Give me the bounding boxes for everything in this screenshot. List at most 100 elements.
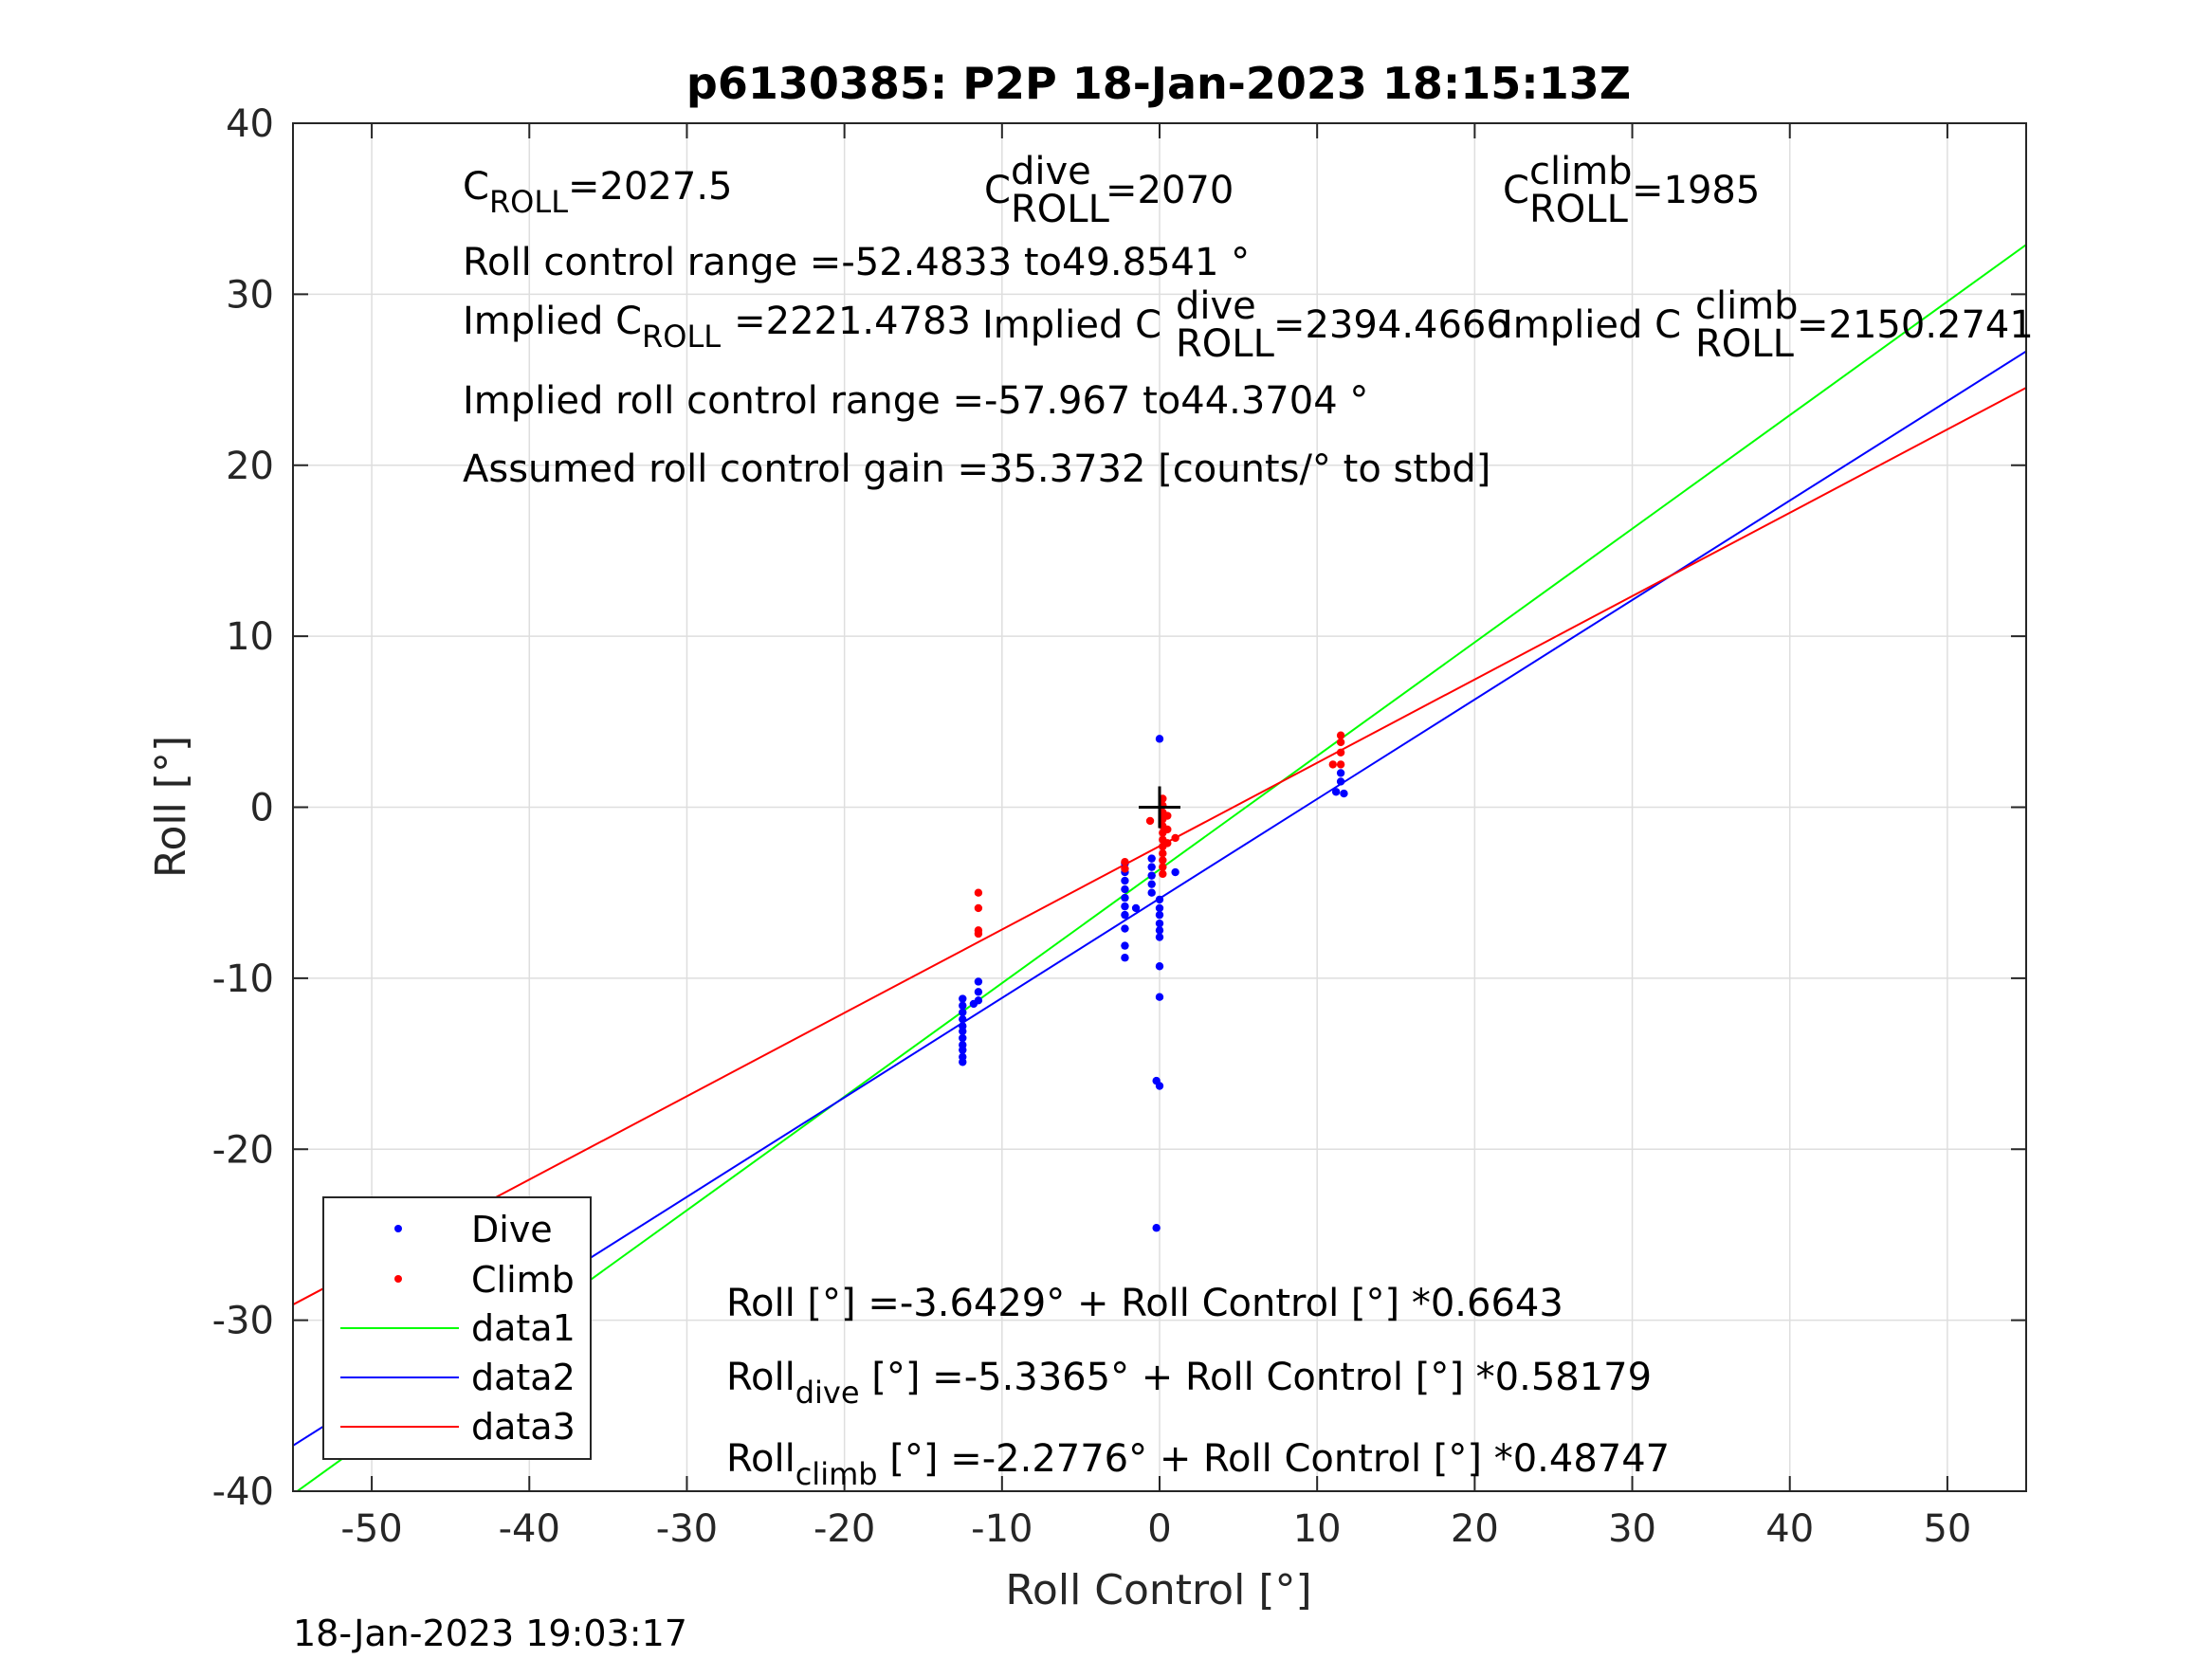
annotation-implied-cclimb-value: =2150.2741 — [1797, 303, 2034, 347]
x-tick-label: -10 — [971, 1507, 1033, 1551]
point-dive — [1131, 903, 1141, 913]
point-dive — [1155, 895, 1164, 904]
point-dive — [1171, 867, 1179, 877]
timestamp: 18-Jan-2023 19:03:17 — [293, 1613, 687, 1654]
point-climb — [1171, 833, 1179, 843]
point-dive — [959, 1058, 967, 1066]
point-dive — [1121, 884, 1129, 894]
point-dive — [1155, 962, 1164, 971]
point-climb — [1163, 839, 1172, 848]
point-dive — [1147, 880, 1156, 888]
x-tick-label: 10 — [1293, 1507, 1342, 1551]
point-dive — [1147, 863, 1156, 871]
point-climb — [1328, 760, 1338, 769]
x-tick-label: 0 — [1147, 1507, 1171, 1551]
point-dive — [1121, 910, 1129, 920]
point-dive — [1147, 888, 1156, 897]
annotation-implied-cdive-value: =2394.4666 — [1273, 303, 1510, 347]
point-dive — [1155, 993, 1164, 1001]
x-tick-label: -30 — [656, 1507, 718, 1551]
annotation-cclimb-label: C — [1503, 169, 1529, 212]
point-dive — [1121, 924, 1129, 933]
point-dive — [959, 1033, 967, 1043]
point-climb — [1145, 816, 1155, 826]
y-tick-label: -10 — [212, 957, 274, 1001]
y-tick-label: 10 — [226, 615, 274, 659]
x-tick-label: 40 — [1765, 1507, 1814, 1551]
annotation-implied-range: Implied roll control range =-57.967 to44… — [463, 379, 1368, 423]
point-dive — [1155, 1082, 1164, 1090]
point-dive — [1336, 769, 1345, 777]
annotation-implied-cclimb-label: Implied C — [1502, 303, 1681, 347]
point-dive — [1147, 871, 1156, 880]
annotation-implied-cdive-sub: ROLL — [1176, 322, 1275, 366]
y-tick-label: 40 — [226, 102, 274, 146]
point-climb — [1121, 858, 1129, 866]
annotation-cdive-sub: ROLL — [1011, 188, 1110, 231]
y-tick-labels: -40 -30 -20 -10 0 10 20 30 40 — [212, 102, 274, 1514]
annotation-implied-cdive-sup: dive — [1176, 284, 1256, 328]
point-dive — [1147, 854, 1156, 863]
y-tick-label: -20 — [212, 1128, 274, 1172]
center-cross-marker — [1139, 786, 1180, 829]
point-dive — [959, 994, 967, 1003]
y-tick-label: -40 — [212, 1470, 274, 1514]
legend-label-data2: data2 — [471, 1357, 576, 1398]
point-dive — [1152, 1224, 1161, 1232]
point-dive — [1121, 954, 1129, 962]
annotation-croll: CROLL=2027.5 — [463, 165, 733, 220]
point-dive — [959, 1008, 967, 1017]
x-tick-label: -50 — [340, 1507, 402, 1551]
annotation-cdive-value: =2070 — [1106, 169, 1234, 212]
point-climb — [1159, 856, 1167, 865]
point-climb — [1159, 869, 1167, 879]
annotation-cclimb-sup: climb — [1529, 150, 1633, 193]
point-dive — [1121, 902, 1129, 911]
legend-marker-climb — [394, 1275, 402, 1283]
annotation-roll-control-range: Roll control range =-52.4833 to49.8541 ° — [463, 241, 1250, 284]
point-dive — [1155, 735, 1164, 743]
point-climb — [1336, 760, 1345, 769]
legend-label-data3: data3 — [471, 1406, 576, 1448]
point-dive — [974, 977, 983, 986]
point-dive — [1331, 788, 1341, 796]
point-climb — [1336, 738, 1345, 747]
point-dive — [1155, 910, 1164, 920]
annotation-cclimb-sub: ROLL — [1529, 188, 1629, 231]
y-tick-label: 30 — [226, 273, 274, 317]
x-tick-labels: -50 -40 -30 -20 -10 0 10 20 30 40 50 — [340, 1507, 1971, 1551]
point-climb — [1159, 849, 1167, 858]
point-climb — [1121, 865, 1129, 873]
point-climb — [974, 903, 983, 913]
point-climb — [1159, 863, 1167, 871]
data-points — [959, 731, 1348, 1232]
x-tick-label: 50 — [1923, 1507, 1971, 1551]
annotation-implied-cclimb-sup: climb — [1695, 284, 1799, 328]
point-dive — [959, 1027, 967, 1035]
point-dive — [1121, 876, 1129, 885]
x-tick-label: -40 — [499, 1507, 560, 1551]
point-dive — [1155, 903, 1164, 913]
point-climb — [1336, 731, 1345, 739]
point-dive — [959, 1014, 967, 1024]
annotation-cdive-sup: dive — [1011, 150, 1091, 193]
chart-title: p6130385: P2P 18-Jan-2023 18:15:13Z — [686, 58, 1631, 109]
annotation-implied-cdive-label: Implied C — [982, 303, 1161, 347]
point-climb — [1163, 811, 1172, 820]
annotation-cclimb-value: =1985 — [1632, 169, 1760, 212]
fit-equation-climb: Rollclimb [°] =-2.2776° + Roll Control [… — [726, 1437, 1670, 1492]
legend: Dive Climb data1 data2 data3 — [322, 1196, 592, 1460]
fit-equation-dive: Rolldive [°] =-5.3365° + Roll Control [°… — [726, 1356, 1652, 1411]
legend-label-climb: Climb — [471, 1259, 575, 1301]
annotation-gain: Assumed roll control gain =35.3732 [coun… — [463, 447, 1490, 491]
point-dive — [1336, 777, 1345, 786]
point-climb — [1163, 825, 1172, 834]
point-dive — [1121, 893, 1129, 902]
point-dive — [1121, 941, 1129, 950]
annotation-implied-croll: Implied CROLL =2221.4783 — [463, 300, 971, 355]
point-climb — [974, 929, 983, 939]
fit-equation-all: Roll [°] =-3.6429° + Roll Control [°] *0… — [726, 1282, 1563, 1325]
axis-ticks — [293, 122, 2026, 1492]
point-dive — [1155, 919, 1164, 928]
